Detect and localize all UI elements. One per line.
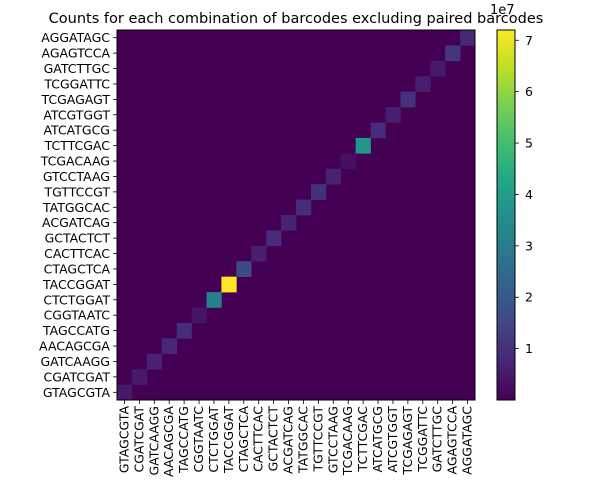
heatmap-cell: [266, 230, 282, 247]
y-tick-label: AGAGTCCA: [42, 46, 111, 61]
x-tick-label: TGTTCCGT: [310, 406, 325, 473]
x-tick-label: TCGACAAG: [340, 406, 355, 476]
x-axis: GTAGCGTA CGATCGAT GATCAAGG AACAGCGA TAGCCATG…: [116, 400, 475, 477]
y-tick-label: CTAGCTCA: [44, 261, 111, 276]
y-tick-label: TCTTCGAC: [44, 138, 111, 153]
heatmap-cell: [370, 122, 386, 139]
y-tick-label: AACAGCGA: [39, 339, 110, 354]
x-tick-label: ATCATGCG: [370, 406, 385, 473]
heatmap-cell: [310, 184, 327, 200]
y-tick-label: ATCATGCG: [43, 123, 110, 138]
x-tick-label: GTAGCGTA: [116, 406, 131, 474]
x-tick-label: TCTTCGAC: [355, 406, 370, 473]
colorbar-tick-label: 4: [525, 187, 533, 202]
colorbar-axis: 1 2 3 4 5 6 7: [515, 33, 533, 356]
heatmap-cell: [281, 215, 297, 231]
heatmap-cell: [385, 107, 401, 123]
heatmap-cell: [296, 199, 312, 216]
x-tick-label: TCGGATTC: [415, 406, 430, 473]
x-tick-label: GATCTTGC: [430, 406, 445, 473]
heatmap-cell: [146, 353, 163, 370]
colorbar-tick-label: 3: [525, 238, 533, 253]
y-tick-label: CTCTGGAT: [43, 292, 110, 307]
colorbar-tick-label: 7: [525, 33, 533, 48]
heatmap-cell: [460, 30, 476, 46]
heatmap-cell: [221, 276, 237, 293]
colorbar-tick-label: 1: [525, 341, 533, 356]
x-tick-label: AGGATAGC: [460, 406, 475, 475]
y-tick-label: TGTTCCGT: [43, 184, 110, 199]
x-tick-label: TCGAGAGT: [400, 406, 415, 476]
colorbar-tick-label: 5: [525, 136, 533, 151]
y-tick-label: CGATCGAT: [43, 369, 110, 384]
x-tick-label: ACGATCAG: [281, 406, 296, 474]
colorbar: [496, 29, 516, 401]
y-tick-label: TAGCCATG: [42, 323, 110, 338]
heatmap-cell: [400, 91, 416, 108]
colorbar-multiplier: 1e7: [490, 3, 515, 18]
y-tick-label: ATCGTGGT: [43, 107, 110, 122]
colorbar-tick-label: 6: [525, 84, 533, 99]
y-axis: GTAGCGTACGATCGATGATCAAGGAACAGCGATAGCCATG…: [39, 30, 117, 400]
x-tick-label: TACCGGAT: [221, 406, 236, 474]
x-tick-label: CTAGCTCA: [236, 406, 251, 473]
x-tick-label: CGATCGAT: [131, 406, 146, 473]
x-tick-label: AACAGCGA: [161, 406, 176, 477]
y-tick-label: AGGATAGC: [41, 30, 110, 45]
y-tick-label: TCGACAAG: [40, 154, 110, 169]
y-tick-label: GTAGCGTA: [43, 385, 111, 400]
heatmap-cell: [131, 369, 148, 385]
y-tick-label: TACCGGAT: [42, 277, 110, 292]
y-tick-label: TCGGATTC: [43, 76, 110, 91]
x-tick-label: TATGGCAC: [295, 406, 310, 474]
heatmap-cell: [430, 60, 446, 77]
x-tick-label: GCTACTCT: [266, 406, 281, 472]
heatmap-cell: [236, 261, 252, 277]
y-tick-label: GATCTTGC: [44, 61, 111, 76]
y-tick-label: TATGGCAC: [42, 200, 110, 215]
heatmap-cell: [191, 307, 207, 324]
y-tick-label: GCTACTCT: [45, 231, 111, 246]
heatmap-cell: [251, 245, 267, 262]
y-tick-label: CGGTAATC: [44, 308, 111, 323]
x-tick-label: CGGTAATC: [191, 406, 206, 473]
heatmap-cells: [117, 30, 476, 401]
heatmap-cell: [161, 338, 177, 355]
heatmap-cell: [340, 153, 356, 170]
y-tick-label: TCGAGAGT: [40, 92, 110, 107]
chart-title: Counts for each combination of barcodes …: [49, 11, 544, 27]
heatmap-cell: [415, 76, 431, 92]
x-tick-label: CTCTGGAT: [206, 406, 221, 473]
x-tick-label: AGAGTCCA: [445, 406, 460, 475]
colorbar-tick-label: 2: [525, 290, 533, 305]
heatmap-cell: [445, 45, 461, 62]
heatmap-cell: [325, 168, 342, 185]
x-tick-label: GATCAAGG: [146, 406, 161, 476]
y-tick-label: ACGATCAG: [42, 215, 110, 230]
x-tick-label: CACTTCAC: [251, 406, 266, 472]
y-tick-label: GATCAAGG: [40, 354, 110, 369]
y-tick-label: GTCCTAAG: [43, 169, 110, 184]
plot-frame: [116, 29, 476, 401]
heatmap-cell: [355, 137, 371, 154]
heatmap-cell: [176, 322, 192, 339]
x-tick-label: ATCGTGGT: [385, 406, 400, 473]
y-tick-label: CACTTCAC: [44, 246, 110, 261]
heatmap-cell: [206, 292, 222, 308]
heatmap-cell: [117, 384, 133, 401]
x-tick-label: GTCCTAAG: [325, 406, 340, 473]
x-tick-label: TAGCCATG: [176, 406, 191, 474]
